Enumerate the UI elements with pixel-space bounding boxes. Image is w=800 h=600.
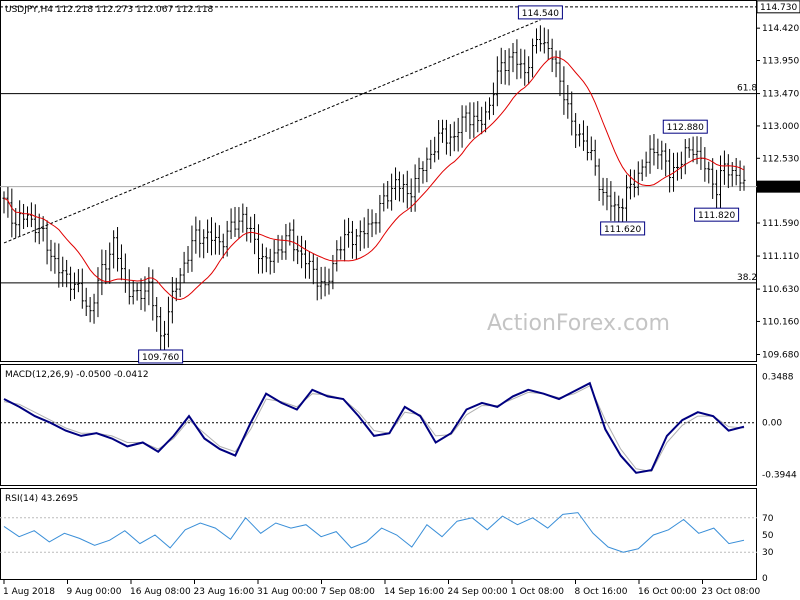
price-callout-box: [517, 5, 563, 20]
rsi-y-tick-label: 70: [762, 514, 774, 524]
x-tick-label: 1 Aug 2018: [3, 587, 55, 597]
y-tick-label: 113.000: [762, 122, 799, 132]
price-callout-label: 111.820: [698, 211, 735, 221]
x-tick-label: 24 Sep 00:00: [448, 587, 508, 597]
macd-y-tick-label: -0.3944: [762, 471, 797, 481]
macd-y-tick-label: 0.00: [762, 419, 782, 429]
price-callout-box: [600, 221, 646, 236]
x-tick-label: 23 Aug 16:00: [194, 587, 255, 597]
fib-level-label: 38.2: [737, 273, 757, 283]
x-tick-label: 31 Aug 00:00: [257, 587, 318, 597]
price-callout-box: [662, 119, 708, 134]
macd-panel: [0, 364, 757, 486]
price-callout-box: [138, 349, 184, 364]
macd-title: MACD(12,26,9) -0.0500 -0.0412: [5, 370, 149, 380]
price-callout-label: 109.760: [142, 353, 179, 363]
price-callout-label: 112.880: [667, 123, 704, 133]
macd-line: [3, 381, 745, 474]
watermark: ActionForex.com: [487, 311, 670, 336]
x-tick-label: 23 Oct 08:00: [702, 587, 761, 597]
x-tick-label: 7 Sep 08:00: [321, 587, 376, 597]
y-tick-label: 111.110: [762, 252, 799, 262]
rsi-y-tick-label: 50: [762, 531, 774, 541]
symbol-line: USDJPY,H4 112.218 112.273 112.067 112.11…: [5, 5, 214, 15]
trendline: [3, 19, 541, 244]
y-tick-label: 113.950: [762, 57, 799, 67]
y-tick-label: 111.590: [762, 219, 799, 229]
x-tick-label: 9 Aug 00:00: [67, 587, 122, 597]
y-tick-label: 113.470: [762, 90, 799, 100]
y-tick-label: 110.160: [762, 317, 799, 327]
rsi-panel: [0, 488, 757, 580]
rsi-title: RSI(14) 43.2695: [5, 494, 78, 504]
x-tick-label: 16 Aug 08:00: [130, 587, 191, 597]
x-tick-label: 14 Sep 16:00: [384, 587, 444, 597]
x-tick-label: 1 Oct 08:00: [511, 587, 564, 597]
rsi-line: [3, 512, 745, 553]
high-price-tag: [756, 0, 800, 14]
macd-y-tick-label: 0.3488: [762, 373, 794, 383]
current-price-tag: [757, 180, 800, 193]
y-tick-label: 109.680: [762, 350, 799, 360]
price-panel: [0, 0, 757, 362]
y-tick-label: 114.730: [760, 3, 797, 13]
price-callout-label: 114.540: [522, 9, 559, 19]
fib-level-label: 61.8: [737, 84, 757, 94]
price-callout-label: 111.620: [604, 225, 641, 235]
y-tick-label: 112.530: [762, 154, 799, 164]
x-tick-label: 8 Oct 16:00: [575, 587, 628, 597]
current-price-text: 112.118: [760, 183, 797, 193]
price-callout-box: [694, 207, 740, 222]
rsi-y-tick-label: 0: [762, 574, 768, 584]
y-tick-label: 114.420: [762, 24, 799, 34]
macd-signal-line: [3, 385, 745, 473]
y-tick-label: 110.630: [762, 285, 799, 295]
x-tick-label: 16 Oct 00:00: [638, 587, 697, 597]
rsi-y-tick-label: 30: [762, 548, 774, 558]
moving-average-line: [3, 56, 745, 301]
